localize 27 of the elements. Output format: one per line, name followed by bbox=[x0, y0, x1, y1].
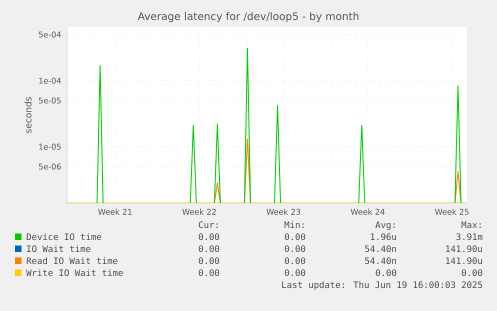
text: 3.91m bbox=[456, 233, 482, 240]
text: 0.00 bbox=[284, 233, 306, 240]
text: 0.00 bbox=[284, 257, 306, 264]
y-axis-title: seconds bbox=[24, 97, 32, 133]
text: 0.00 bbox=[198, 245, 220, 252]
text: 0.00 bbox=[198, 269, 220, 276]
text: 1.96u bbox=[370, 233, 396, 240]
legend-label: Read IO Wait time bbox=[26, 257, 118, 264]
text: 54.40n bbox=[365, 257, 396, 264]
text: Last update: Thu Jun 19 16:00:03 2025 bbox=[282, 281, 482, 290]
text: 0.00 bbox=[198, 257, 220, 264]
text: Min: bbox=[284, 221, 304, 228]
text: Max: bbox=[462, 221, 481, 228]
text: 0.00 bbox=[198, 233, 220, 240]
legend-label: Write IO Wait time bbox=[26, 269, 123, 276]
text: 54.40n bbox=[365, 245, 396, 252]
text: 0.00 bbox=[284, 269, 306, 276]
text: 0.00 bbox=[284, 245, 306, 252]
chart-title: Average latency for /dev/loop5 - by month bbox=[138, 12, 358, 22]
text: 141.90u bbox=[446, 245, 482, 252]
text: 141.90u bbox=[446, 257, 482, 264]
text: Avg: bbox=[375, 221, 395, 230]
legend-label: IO Wait time bbox=[27, 245, 90, 252]
legend-label: Device IO time bbox=[26, 233, 102, 240]
text: 0.00 bbox=[462, 269, 482, 276]
text: Cur: bbox=[198, 221, 218, 228]
text: 0.00 bbox=[376, 269, 396, 276]
